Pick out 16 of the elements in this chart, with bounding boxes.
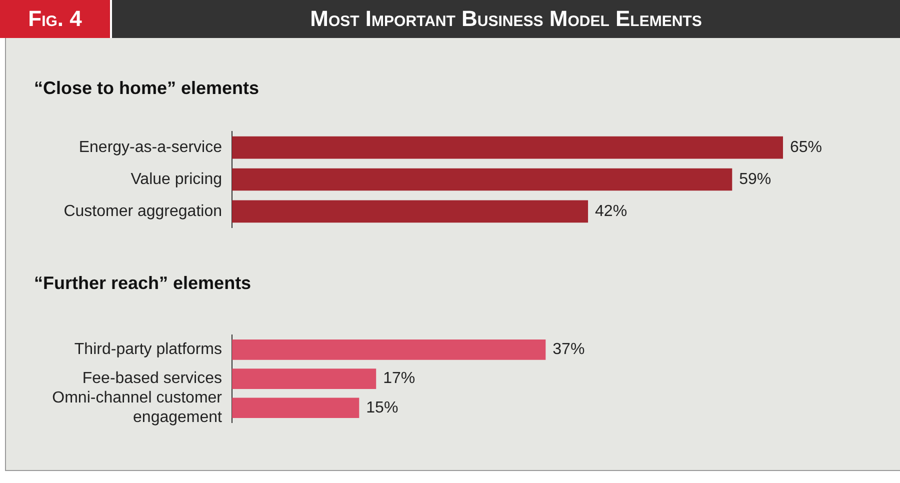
chart-subtitle: “Further reach” elements: [34, 273, 252, 294]
data-label: 17%: [383, 370, 416, 388]
chart-title: Most Important Business Model Elements: [112, 0, 900, 38]
data-label: 42%: [595, 202, 628, 220]
data-label: 65%: [790, 138, 822, 156]
y-tick-label: Third-party platforms: [74, 341, 222, 358]
y-tick-label: Customer aggregation: [64, 202, 222, 220]
y-tick-label: Energy-as-a-service: [78, 138, 222, 156]
y-tick-label: Value pricing: [130, 170, 222, 188]
y-tick-label: Omni-channel customer engagement: [52, 390, 223, 426]
y-tick-label: Fee-based services: [82, 370, 222, 388]
data-label: 37%: [552, 341, 585, 358]
data-label: 59%: [739, 170, 772, 188]
data-label: 15%: [366, 399, 398, 416]
chart-subtitle: “Close to home” elements: [34, 78, 260, 99]
caption: Fig. 4: [0, 0, 110, 38]
